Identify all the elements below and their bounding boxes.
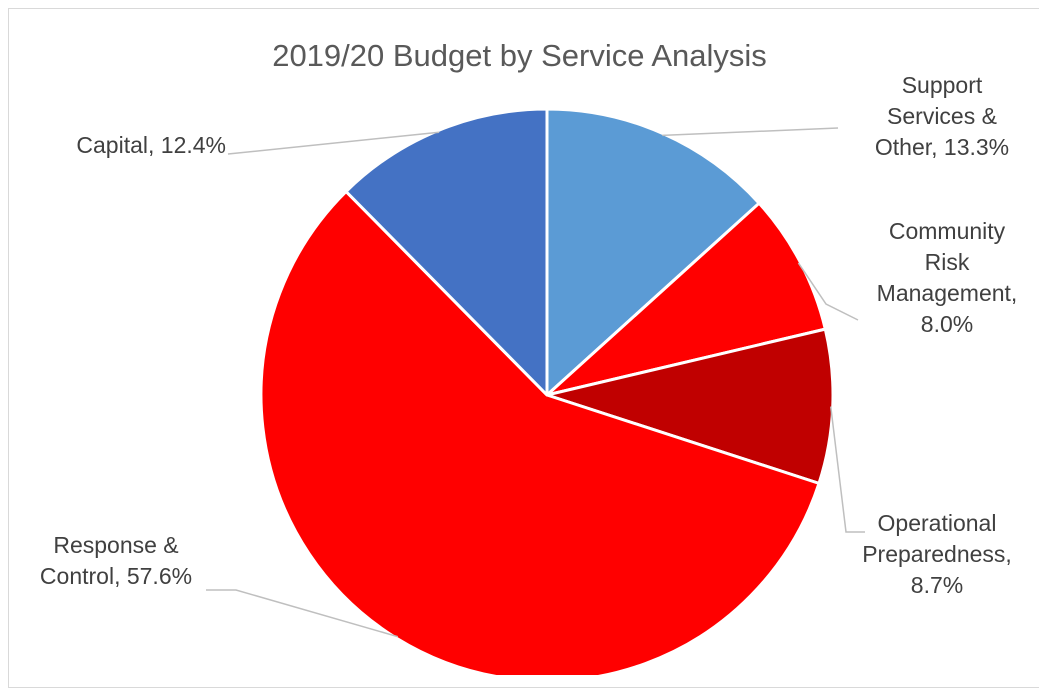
label-line: Control, 57.6% bbox=[39, 563, 193, 589]
pie-slice-response-control bbox=[259, 190, 821, 675]
pie-slice-capital bbox=[344, 107, 549, 397]
label-line: Management, bbox=[876, 280, 1018, 306]
pie-slice-support-services-other bbox=[545, 107, 761, 397]
label-line: Other, 13.3% bbox=[874, 134, 1010, 160]
leader-line bbox=[797, 262, 859, 321]
pie-slice-community-risk-management bbox=[545, 201, 827, 397]
label-line: Services & bbox=[887, 103, 997, 129]
slice-label-community-risk: Community Risk Management, 8.0% bbox=[860, 216, 1034, 340]
leader-line bbox=[206, 589, 399, 638]
label-line: 8.7% bbox=[910, 572, 964, 598]
leader-line bbox=[227, 131, 440, 155]
pie-slice-operational-preparedness bbox=[545, 327, 835, 485]
label-line: Support bbox=[901, 72, 983, 98]
slice-label-response-control: Response & Control, 57.6% bbox=[26, 530, 206, 592]
slice-label-operational-preparedness: Operational Preparedness, 8.7% bbox=[848, 508, 1026, 601]
label-line: Capital, 12.4% bbox=[76, 132, 226, 158]
label-line: Risk bbox=[924, 249, 970, 275]
leader-line bbox=[830, 406, 865, 533]
pie-slices bbox=[259, 107, 835, 675]
label-line: 8.0% bbox=[920, 311, 974, 337]
leader-lines bbox=[206, 127, 865, 638]
slice-label-support-services: Support Services & Other, 13.3% bbox=[852, 70, 1032, 163]
label-line: Community bbox=[888, 218, 1006, 244]
label-line: Operational bbox=[877, 510, 997, 536]
leader-line bbox=[662, 127, 839, 137]
label-line: Preparedness, bbox=[862, 541, 1012, 567]
slice-label-capital: Capital, 12.4% bbox=[20, 130, 226, 161]
label-line: Response & bbox=[53, 532, 179, 558]
chart-title: 2019/20 Budget by Service Analysis bbox=[272, 38, 767, 73]
